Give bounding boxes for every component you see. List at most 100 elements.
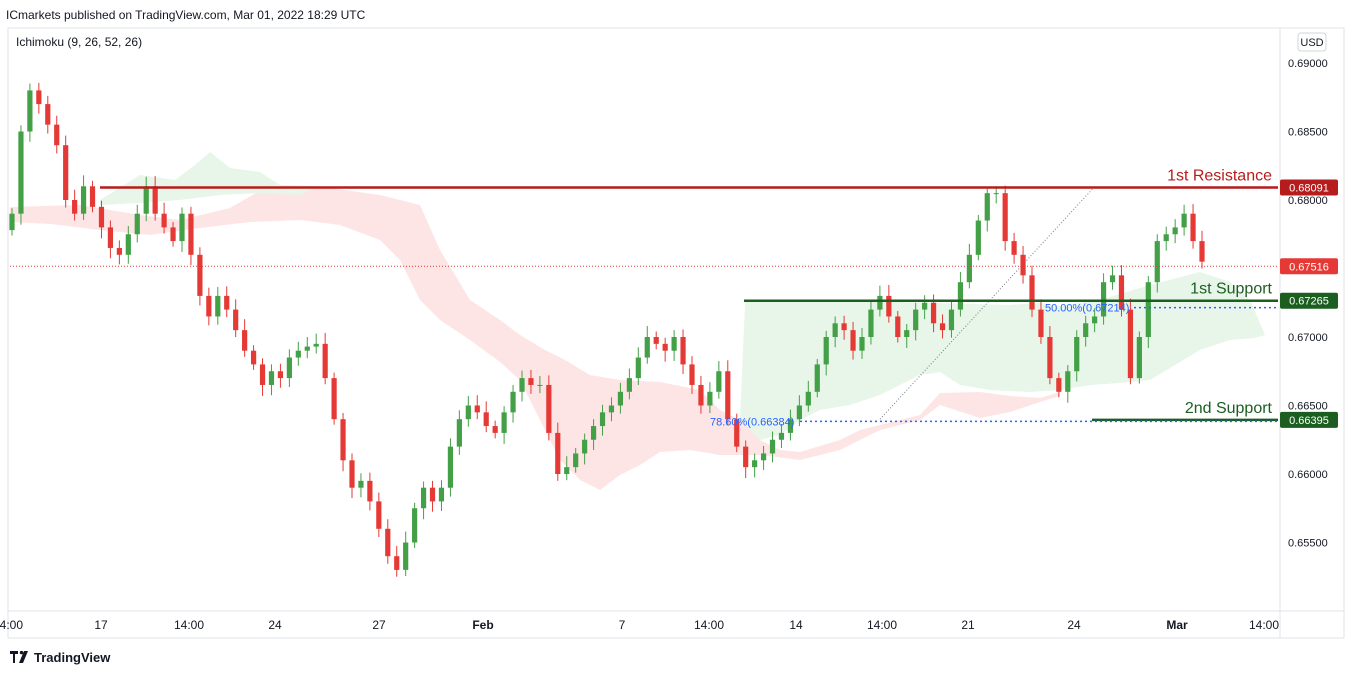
candle [510,384,516,423]
candle [1065,365,1071,403]
candle [644,326,650,364]
candle [546,375,552,441]
candle [331,372,337,425]
candle [716,360,722,399]
time-tick: 14 [789,618,803,632]
candle [1056,372,1062,398]
candle [1118,265,1125,317]
level-price-tag: 0.67265 [1280,292,1338,309]
candle [590,419,597,451]
candle [823,330,829,376]
candle [107,220,114,259]
svg-text:0.66395: 0.66395 [1289,415,1329,427]
candle [170,221,176,247]
fib-level-label: 78.60%(0.66384) [710,416,794,428]
candle [922,295,928,320]
candle [904,323,910,348]
candle [564,456,570,481]
level-price-tag: 0.68091 [1280,179,1338,196]
candle [412,502,418,548]
time-tick: Mar [1166,618,1188,632]
candle [116,240,122,265]
candle [286,349,292,388]
time-tick: 14:00 [1249,618,1279,632]
candle [474,395,480,420]
svg-text:0.68091: 0.68091 [1289,183,1329,195]
publisher-caption: ICmarkets published on TradingView.com, … [6,8,366,22]
time-tick: 24 [268,618,282,632]
candle [886,284,892,323]
currency-label: USD [1300,37,1323,49]
candle [850,321,856,360]
candle [233,299,239,337]
time-axis[interactable]: 14:00 17 14:00 24 27 Feb 7 14:00 14 14:00 21 24 Mar 1… [0,618,1279,632]
candle [322,332,328,385]
candle [662,337,668,362]
currency-badge[interactable] [1297,32,1327,52]
candle [868,300,874,345]
chart-frame [7,27,1345,639]
candle [895,310,901,343]
candle [9,208,15,236]
candle [957,271,964,317]
candle [125,226,131,264]
candle [304,337,310,359]
candle [1002,185,1008,251]
ichimoku-cloud [10,152,1265,490]
candle [698,376,704,414]
candle [769,431,776,463]
candle [376,492,382,538]
candles [9,82,1205,577]
price-tick: 0.69000 [1288,58,1328,70]
candle [760,445,767,470]
candle [1092,308,1098,333]
candle [555,422,561,481]
time-tick: 27 [372,618,386,632]
level-label: 1st Support [1190,281,1272,298]
candle [80,175,87,220]
time-tick: Feb [472,618,493,632]
candle [403,531,409,577]
candle [259,358,266,396]
candle [152,176,158,221]
price-tick: 0.68000 [1288,195,1328,207]
candle [1199,230,1205,269]
candle [465,395,471,427]
candle [143,176,149,222]
candle [1190,204,1196,249]
candle [859,328,865,359]
candle [1020,245,1026,284]
candle [54,115,60,154]
candle [438,480,445,511]
candle [707,382,713,414]
time-tick: 14:00 [174,618,204,632]
candle [179,207,185,253]
candle [134,204,140,243]
candle [805,380,811,412]
candle [913,302,919,341]
candle [599,404,606,436]
horizontal-levels: 1st Resistance 1st Support 2nd Support [10,168,1278,422]
svg-text:0.67516: 0.67516 [1289,261,1329,273]
candle [483,401,489,433]
candle [948,300,955,338]
candle [984,186,990,232]
candle [1172,219,1178,244]
candle [617,382,624,414]
tradingview-logo-icon[interactable] [10,650,28,663]
indicator-legend[interactable]: Ichimoku (9, 26, 52, 26) [16,35,142,49]
time-tick: 17 [94,618,108,632]
time-tick: 21 [961,618,975,632]
candle [1011,232,1017,264]
candle [456,410,462,455]
candle [242,319,248,357]
candle [277,363,284,388]
current-price-tag: 0.67516 [1280,258,1338,275]
candle [734,413,740,453]
candle [27,83,33,142]
price-tick: 0.66000 [1288,469,1328,481]
candle [814,358,820,398]
fib-trendline-segment [879,185,1096,420]
